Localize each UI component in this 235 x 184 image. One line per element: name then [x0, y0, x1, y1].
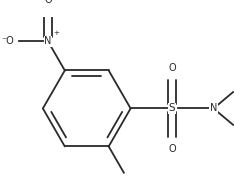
Text: +: +	[53, 31, 59, 36]
Text: O: O	[44, 0, 52, 5]
Text: S: S	[169, 103, 175, 114]
Text: O: O	[168, 144, 176, 153]
Text: O: O	[168, 63, 176, 73]
Text: ⁻O: ⁻O	[2, 36, 15, 46]
Text: N: N	[44, 36, 52, 46]
Text: N: N	[210, 103, 217, 114]
